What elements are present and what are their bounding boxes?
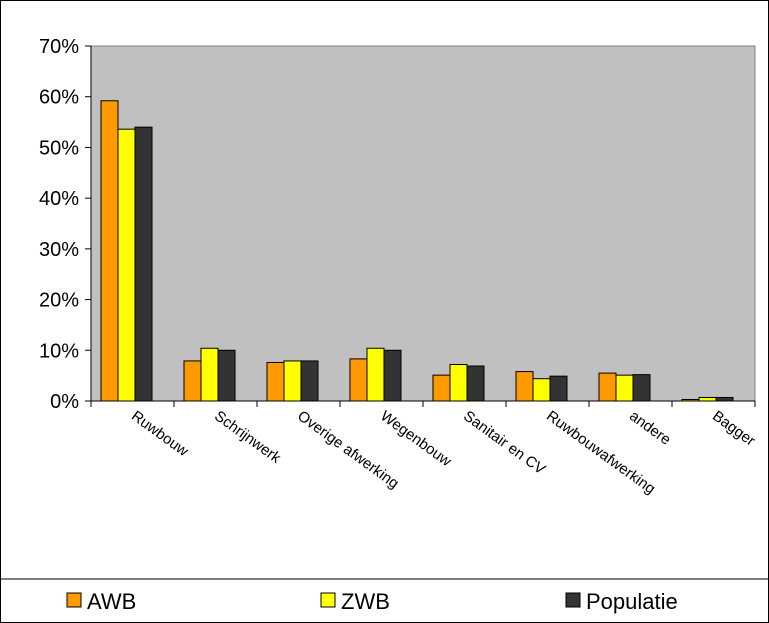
bar-zwb-4 <box>449 363 468 402</box>
plot-area <box>90 45 756 402</box>
bar-awb-5 <box>515 371 534 402</box>
x-axis: Ruwbouw Schrijnwerk Overige afwerkingWegen… <box>90 400 758 498</box>
bar-populatie-1 <box>217 349 236 402</box>
x-category-label: Ruwbouw <box>128 407 191 460</box>
bar-awb-3 <box>349 358 368 402</box>
legend-label-populatie: Populatie <box>586 589 678 614</box>
bar-zwb-6 <box>615 374 634 402</box>
y-tick-label: 0% <box>50 391 79 413</box>
bar-populatie-6 <box>632 374 651 402</box>
y-tick-label: 10% <box>39 340 79 362</box>
bar-populatie-7 <box>715 396 734 402</box>
y-tick-label: 50% <box>39 137 79 159</box>
bar-zwb-5 <box>532 378 551 402</box>
bar-awb-4 <box>432 374 451 402</box>
legend-swatch-zwb <box>320 592 336 608</box>
bar-populatie-5 <box>549 375 568 402</box>
x-category-label: andere <box>626 407 674 448</box>
y-tick-label: 30% <box>39 239 79 261</box>
bar-zwb-3 <box>366 347 385 402</box>
legend-label-zwb: ZWB <box>341 589 390 614</box>
bar-zwb-2 <box>283 360 302 402</box>
bar-populatie-2 <box>300 360 319 402</box>
bar-zwb-1 <box>200 347 219 402</box>
legend-swatch-awb <box>66 592 82 608</box>
bar-awb-0 <box>100 100 119 402</box>
legend: AWB ZWB Populatie <box>66 589 678 614</box>
y-tick-label: 70% <box>39 36 79 58</box>
bar-zwb-0 <box>117 128 136 402</box>
y-tick-label: 40% <box>39 188 79 210</box>
bar-series <box>100 100 734 402</box>
bar-awb-1 <box>183 360 202 402</box>
legend-swatch-populatie <box>565 592 581 608</box>
bar-zwb-7 <box>698 396 717 402</box>
bar-populatie-3 <box>383 349 402 402</box>
x-category-label: Sanitair en CV <box>460 407 548 478</box>
x-category-label: Wegenbouw <box>377 407 454 470</box>
legend-label-awb: AWB <box>87 589 136 614</box>
y-tick-label: 60% <box>39 87 79 109</box>
y-axis: 0% 10% 20% 30% 40% 50% 60% 70% <box>39 36 92 413</box>
x-category-label: Bagger <box>709 407 758 449</box>
bar-awb-2 <box>266 361 285 402</box>
bar-populatie-0 <box>134 126 153 402</box>
y-tick-label: 20% <box>39 290 79 312</box>
bar-awb-6 <box>598 372 617 402</box>
bar-populatie-4 <box>466 365 485 402</box>
x-category-label: Schrijnwerk <box>211 407 284 467</box>
